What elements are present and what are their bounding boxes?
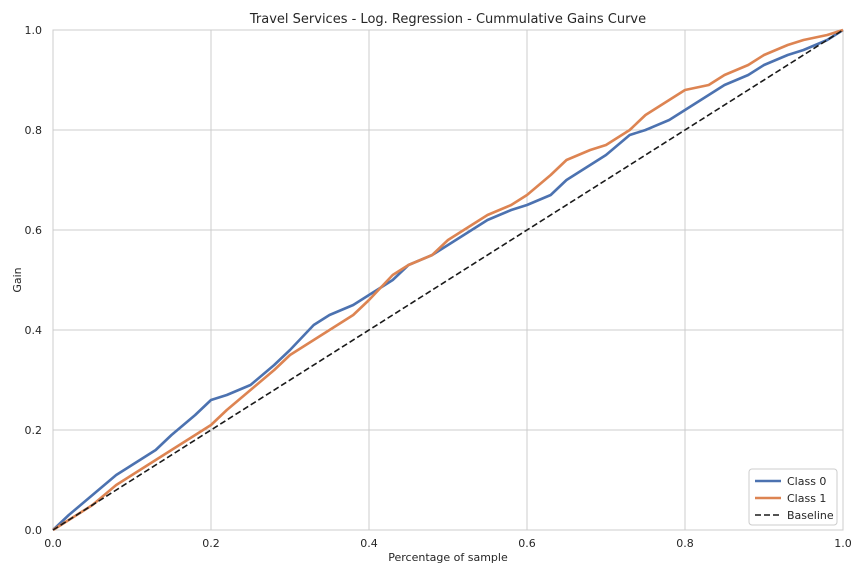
- y-tick-label: 0.8: [25, 124, 43, 137]
- y-tick-label: 1.0: [25, 24, 43, 37]
- y-tick-label: 0.0: [25, 524, 43, 537]
- y-tick-label: 0.6: [25, 224, 43, 237]
- legend-label: Class 1: [787, 492, 826, 505]
- y-tick-label: 0.2: [25, 424, 43, 437]
- plot-area-frame: [52, 29, 844, 531]
- y-tick-label: 0.4: [25, 324, 43, 337]
- y-axis-label: Gain: [11, 267, 24, 292]
- x-tick-label: 0.6: [518, 537, 536, 550]
- series-line-class-1: [52, 28, 844, 532]
- series-lines: [52, 28, 844, 532]
- legend: Class 0 Class 1 Baseline: [748, 468, 838, 526]
- x-axis-ticks: 0.0 0.2 0.4 0.6 0.8 1.0: [44, 537, 852, 550]
- x-tick-label: 0.4: [360, 537, 378, 550]
- series-line-class-0: [52, 28, 844, 531]
- x-tick-label: 0.0: [44, 537, 62, 550]
- x-tick-label: 0.2: [202, 537, 220, 550]
- legend-box: [748, 468, 838, 526]
- series-line-baseline: [52, 29, 844, 531]
- chart-title: Travel Services - Log. Regression - Cumm…: [249, 12, 646, 27]
- legend-label: Baseline: [787, 509, 834, 522]
- x-axis-label: Percentage of sample: [388, 551, 508, 564]
- x-tick-label: 0.8: [676, 537, 694, 550]
- x-tick-label: 1.0: [834, 537, 852, 550]
- legend-label: Class 0: [787, 475, 826, 488]
- y-axis-ticks: 0.0 0.2 0.4 0.6 0.8 1.0: [25, 24, 43, 537]
